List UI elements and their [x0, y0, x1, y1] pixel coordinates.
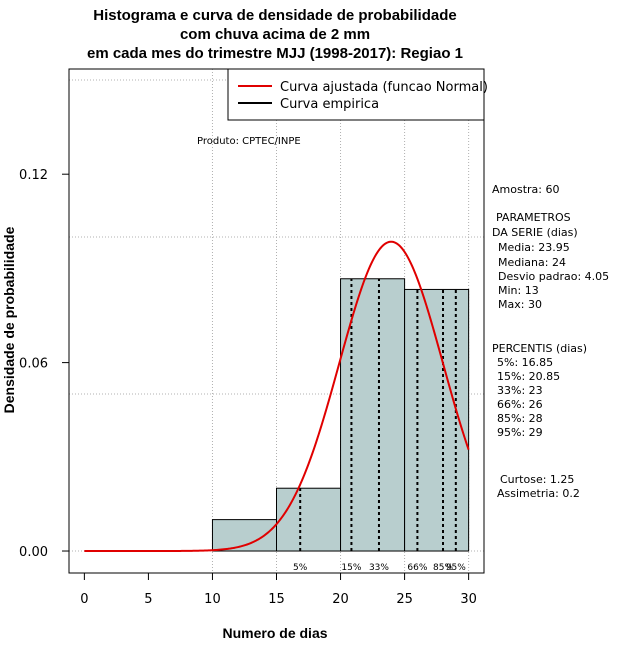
stat-sample: Amostra: 60: [492, 183, 560, 196]
stat-p33: 33%: 23: [497, 384, 543, 397]
x-tick-label: 30: [460, 592, 477, 607]
x-axis-label: Numero de dias: [222, 625, 327, 641]
percentile-label: 33%: [369, 563, 389, 573]
y-tick-label: 0.00: [19, 545, 48, 560]
y-tick-label: 0.12: [19, 168, 48, 183]
params-subtitle: DA SERIE (dias): [492, 226, 578, 239]
y-axis: 0.00 0.06 0.12: [19, 168, 70, 560]
stat-max: Max: 30: [498, 298, 542, 311]
x-axis: 0 5 10 15 20 25 30: [80, 572, 477, 607]
params-title: PARAMETROS: [496, 211, 571, 224]
stat-min: Min: 13: [498, 284, 539, 297]
percentile-label: 95%: [446, 563, 466, 573]
percentile-lines: 5% 15% 33% 66% 85%95%: [293, 278, 466, 573]
x-tick-label: 5: [144, 592, 152, 607]
percentile-label: 15%: [341, 563, 361, 573]
stat-skewness: Assimetria: 0.2: [497, 487, 580, 500]
percentiles-title: PERCENTIS (dias): [492, 342, 588, 355]
legend-box: [227, 68, 485, 121]
percentile-label: 85%: [433, 563, 453, 573]
x-tick-label: 0: [80, 592, 88, 607]
chart-title-line-3: em cada mes do trimestre MJJ (1998-2017)…: [87, 45, 463, 62]
chart-title-line-1: Histograma e curva de densidade de proba…: [93, 7, 456, 24]
product-annotation: Produto: CPTEC/INPE: [197, 136, 301, 147]
normal-curve-line: [84, 240, 470, 553]
legend-label-normal: Curva ajustada (funcao Normal): [280, 80, 488, 95]
stat-mean: Media: 23.95: [498, 241, 570, 254]
legend-label-empirical: Curva empirica: [280, 97, 379, 112]
histogram-bars: [211, 278, 470, 552]
y-tick-label: 0.06: [19, 357, 48, 372]
stat-p15: 15%: 20.85: [497, 370, 561, 383]
x-tick-label: 20: [332, 592, 349, 607]
stat-kurtosis: Curtose: 1.25: [500, 473, 575, 486]
chart-title-line-2: com chuva acima de 2 mm: [180, 26, 370, 43]
stat-p5: 5%: 16.85: [497, 356, 554, 369]
stat-p95: 95%: 29: [497, 426, 543, 439]
stat-sd: Desvio padrao: 4.05: [498, 270, 610, 283]
x-tick-label: 25: [396, 592, 413, 607]
histogram-bar: [404, 288, 470, 552]
y-axis-label: Densidade de probabilidade: [1, 226, 17, 413]
histogram-bar: [276, 487, 342, 552]
percentile-label: 5%: [293, 563, 308, 573]
stat-median: Mediana: 24: [498, 256, 566, 269]
legend: Curva ajustada (funcao Normal) Curva emp…: [227, 68, 488, 121]
x-tick-label: 10: [204, 592, 221, 607]
x-tick-label: 15: [268, 592, 285, 607]
stat-p66: 66%: 26: [497, 398, 543, 411]
stat-p85: 85%: 28: [497, 412, 543, 425]
histogram-bar: [340, 278, 406, 552]
percentile-label: 66%: [407, 563, 427, 573]
